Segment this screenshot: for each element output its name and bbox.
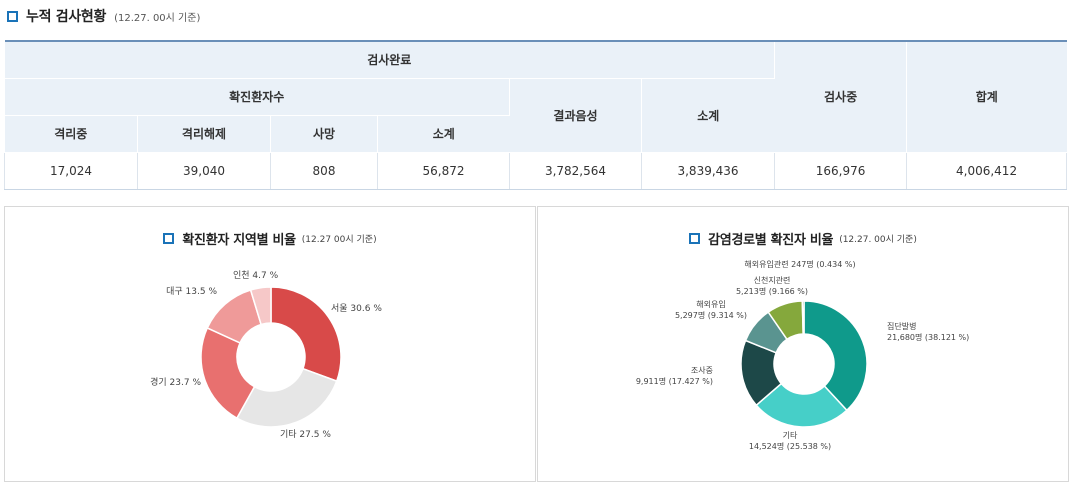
cell-isolating: 17,024 <box>4 151 138 190</box>
slice-label: 대구 13.5 % <box>166 286 217 297</box>
header-completed: 검사완료 <box>4 40 776 79</box>
cell-subtotal-completed: 3,839,436 <box>641 151 776 190</box>
table-row: 17,024 39,040 808 56,872 3,782,564 3,839… <box>4 151 1068 190</box>
donut-slice[interactable] <box>801 300 805 335</box>
region-donut-chart: 서울 30.6 % 기타 27.5 % 경기 23.7 % 대구 13.5 % 인천 4… <box>150 270 382 440</box>
cumulative-test-table: 검사완료 검사중 합계 확진환자수 결과음성 소계 격리중 격리해제 사망 소계… <box>4 40 1068 190</box>
square-bullet-icon <box>7 10 18 22</box>
region-chart-date: (12.27 00시 기준) <box>301 235 377 245</box>
cell-total: 4,006,412 <box>906 151 1068 190</box>
cell-deaths: 808 <box>270 151 378 190</box>
slice-label: 해외유입 <box>696 299 725 309</box>
cell-negative: 3,782,564 <box>509 151 642 190</box>
cell-in-test: 166,976 <box>774 151 908 190</box>
donut-slice[interactable] <box>803 300 868 412</box>
page-title: 누적 검사현황 <box>26 9 107 25</box>
header-confirmed: 확진환자수 <box>4 78 510 116</box>
header-subtotal-confirmed: 소계 <box>377 115 510 153</box>
header-isolating: 격리중 <box>4 115 138 153</box>
header-deaths: 사망 <box>270 115 378 153</box>
slice-label: 기타 27.5 % <box>280 429 331 440</box>
donut-slice[interactable] <box>270 286 342 383</box>
slice-label: 서울 30.6 % <box>331 303 382 314</box>
region-chart-panel: 확진환자 지역별 비율 (12.27 00시 기준) 서울 30.6 % 기타 2… <box>4 206 536 482</box>
page-title-date: (12.27. 00시 기준) <box>114 12 201 24</box>
slice-label: 해외유입관련 247명 (0.434 %) <box>744 259 855 269</box>
donut-slice[interactable] <box>235 367 338 428</box>
header-total: 합계 <box>906 40 1067 153</box>
donut-slice[interactable] <box>755 382 848 428</box>
square-bullet-icon <box>163 233 175 244</box>
cell-subtotal-confirmed: 56,872 <box>377 151 510 190</box>
section-title: 누적 검사현황 (12.27. 00시 기준) <box>7 6 200 26</box>
header-in-test: 검사중 <box>774 40 908 153</box>
header-subtotal-completed: 소계 <box>641 78 775 153</box>
route-chart-panel: 감염경로별 확진자 비율 (12.27. 00시 기준) 집단발병 21,680명… <box>537 206 1069 482</box>
slice-value-label: 14,524명 (25.538 %) <box>749 441 831 451</box>
route-chart-date: (12.27. 00시 기준) <box>839 235 917 245</box>
donut-slice[interactable] <box>249 286 272 326</box>
header-released: 격리해제 <box>137 115 271 153</box>
slice-value-label: 5,297명 (9.314 %) <box>675 310 747 320</box>
route-chart-title-row: 감염경로별 확진자 비율 (12.27. 00시 기준) <box>538 229 1068 248</box>
route-chart-title: 감염경로별 확진자 비율 <box>708 233 834 248</box>
cell-released: 39,040 <box>137 151 271 190</box>
slice-value-label: 5,213명 (9.166 %) <box>736 286 808 296</box>
slice-value-label: 9,911명 (17.427 %) <box>636 376 713 386</box>
slice-label: 인천 4.7 % <box>233 270 279 281</box>
slice-value-label: 21,680명 (38.121 %) <box>887 332 969 342</box>
region-chart-title-row: 확진환자 지역별 비율 (12.27 00시 기준) <box>5 229 535 248</box>
slice-label: 기타 <box>783 431 798 440</box>
region-chart-title: 확진환자 지역별 비율 <box>182 233 296 248</box>
square-bullet-icon <box>689 233 701 244</box>
slice-label: 집단발병 <box>887 321 916 331</box>
slice-label: 신천지관련 <box>754 275 791 285</box>
slice-label: 조사중 <box>691 366 713 375</box>
slice-label: 경기 23.7 % <box>150 376 201 388</box>
header-negative: 결과음성 <box>509 78 642 153</box>
